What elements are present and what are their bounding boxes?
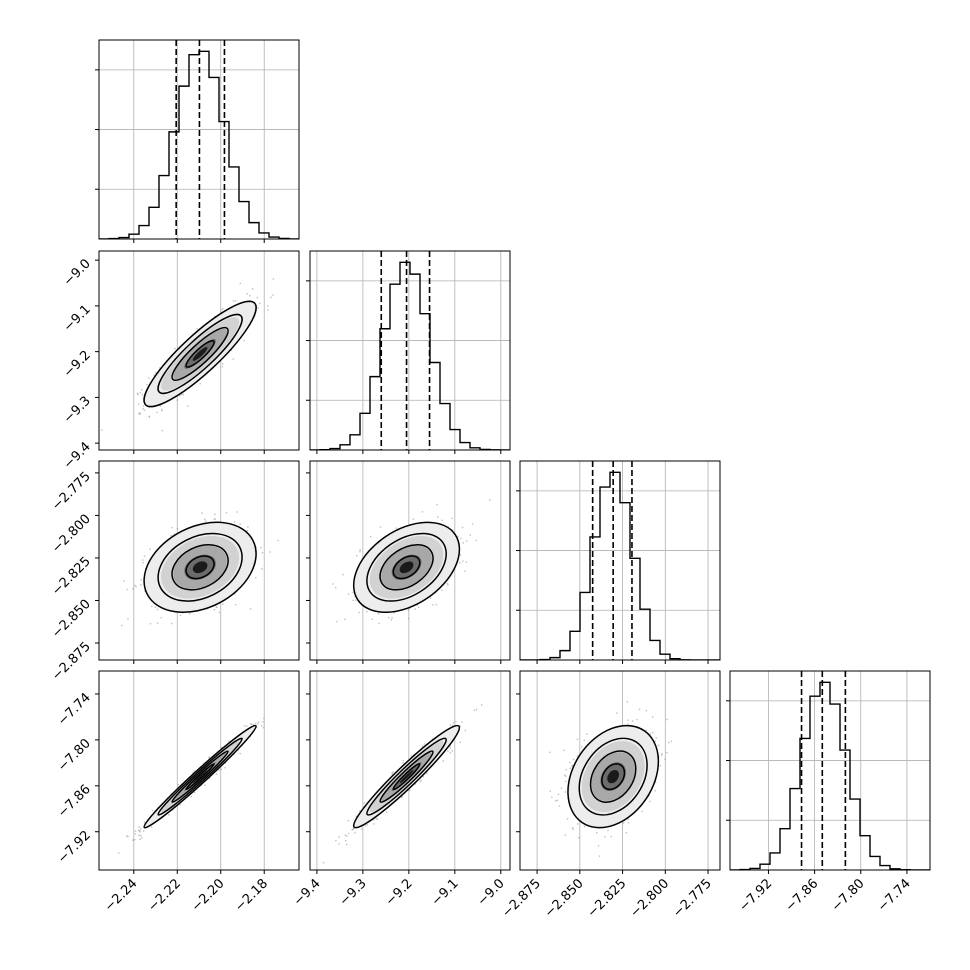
panel-frame-2-1 xyxy=(309,460,511,661)
ytick-label-2-3: −2.800 xyxy=(49,512,94,557)
xtick-label-1-2: −9.2 xyxy=(383,876,416,909)
contour-2-0-1 xyxy=(171,544,229,591)
density-2-1 xyxy=(353,522,460,613)
panel-2-0: −2.875−2.850−2.825−2.800−2.775 xyxy=(49,460,300,684)
contour-2-0-0 xyxy=(185,555,215,580)
xtick-label-1-0: −9.4 xyxy=(291,876,324,909)
contour-2-1-3 xyxy=(352,521,461,614)
density-3-2 xyxy=(567,725,659,828)
contour-3-2-2 xyxy=(578,737,648,816)
ytick-label-2-2: −2.825 xyxy=(49,554,94,599)
xtick-label-2-1: −2.850 xyxy=(542,876,587,921)
contour-2-1-2 xyxy=(366,532,447,602)
contour-1-0-3 xyxy=(143,300,257,408)
ytick-label-2-0: −2.875 xyxy=(49,639,94,684)
density-level-1-0-4 xyxy=(192,347,208,361)
panel-1-1 xyxy=(306,250,511,454)
contour-1-0-1 xyxy=(171,326,229,381)
xtick-label-0-3: −2.18 xyxy=(232,876,271,915)
panel-frame-0-0 xyxy=(98,39,300,240)
xtick-label-3-0: −7.92 xyxy=(737,876,776,915)
xtick-label-3-1: −7.86 xyxy=(783,876,822,915)
xtick-label-1-4: −9.0 xyxy=(475,876,508,909)
contour-2-0-2 xyxy=(157,532,243,602)
contour-3-2-3 xyxy=(567,724,660,829)
density-level-3-2-4 xyxy=(607,769,620,784)
panel-frame-3-1 xyxy=(309,670,511,871)
xtick-label-3-2: −7.80 xyxy=(829,876,868,915)
panel-2-1 xyxy=(306,460,511,664)
xtick-label-3-3: −7.74 xyxy=(875,876,914,915)
density-3-0 xyxy=(144,725,257,828)
xtick-label-2-3: −2.800 xyxy=(628,876,673,921)
xtick-label-0-2: −2.20 xyxy=(189,876,228,915)
xtick-label-2-4: −2.775 xyxy=(670,876,715,921)
xtick-label-0-1: −2.22 xyxy=(145,876,184,915)
panel-1-0: −9.4 −9.3 −9.2 −9.1 −9.0 xyxy=(61,250,300,472)
panel-frame-3-0 xyxy=(98,670,300,871)
contour-1-0-2 xyxy=(157,313,243,395)
panel-3-1: −9.4 −9.3 −9.2 −9.1 −9.0 xyxy=(291,670,511,909)
histogram-3 xyxy=(730,681,930,870)
contour-2-1-0 xyxy=(392,555,421,580)
xtick-label-1-3: −9.1 xyxy=(429,876,462,909)
panel-frame-3-3 xyxy=(729,670,931,871)
histogram-1 xyxy=(310,261,510,450)
contour-3-1-0 xyxy=(392,763,421,791)
density-level-3-1-4 xyxy=(399,769,414,784)
contour-2-1-1 xyxy=(379,544,434,591)
panel-0-0 xyxy=(95,39,300,243)
ytick-label-1-0: −9.4 xyxy=(61,439,94,472)
contour-3-2-1 xyxy=(589,750,637,803)
density-level-3-0-4 xyxy=(192,769,208,784)
panel-frame-2-2 xyxy=(519,460,721,661)
density-2-0 xyxy=(144,522,257,613)
contour-3-0-2 xyxy=(157,737,243,816)
xtick-label-2-0: −2.875 xyxy=(499,876,544,921)
ytick-label-1-4: −9.0 xyxy=(61,256,94,289)
ytick-label-3-0: −7.92 xyxy=(55,828,94,867)
xtick-label-2-2: −2.825 xyxy=(585,876,630,921)
ytick-label-2-1: −2.850 xyxy=(49,597,94,642)
panel-frame-2-0 xyxy=(98,460,300,661)
panel-3-2: −2.875−2.850−2.825−2.800−2.775 xyxy=(499,670,721,921)
density-3-1 xyxy=(353,725,460,828)
histogram-2 xyxy=(520,471,720,660)
panel-frame-1-1 xyxy=(309,250,511,451)
contour-3-1-2 xyxy=(366,737,447,816)
ytick-label-3-2: −7.80 xyxy=(55,736,94,775)
contour-3-0-3 xyxy=(143,724,257,829)
panel-2-2 xyxy=(516,460,721,664)
ytick-label-1-3: −9.1 xyxy=(61,302,94,335)
density-level-2-0-4 xyxy=(192,561,208,574)
ytick-label-3-3: −7.74 xyxy=(55,690,94,729)
ytick-label-3-1: −7.86 xyxy=(55,782,94,821)
density-level-2-1-4 xyxy=(399,561,414,574)
contour-3-1-3 xyxy=(352,724,461,829)
panel-3-3: −7.92 −7.86 −7.80 −7.74 xyxy=(726,670,931,915)
contour-3-0-0 xyxy=(185,763,215,791)
contour-2-0-3 xyxy=(143,521,257,614)
contour-1-0-0 xyxy=(185,340,215,368)
panel-3-0: −7.92 −7.86 −7.80 −7.74 −2.24 −2.22 −2.20 −2.18 xyxy=(55,670,300,915)
xtick-label-0-0: −2.24 xyxy=(102,876,141,915)
panel-frame-3-2 xyxy=(519,670,721,871)
contour-3-0-1 xyxy=(171,750,229,803)
ytick-label-2-4: −2.775 xyxy=(49,469,94,514)
ytick-label-1-2: −9.2 xyxy=(61,348,94,381)
contour-3-2-0 xyxy=(601,763,626,791)
contour-3-1-1 xyxy=(379,750,434,803)
panel-frame-1-0 xyxy=(98,250,300,451)
xtick-label-1-1: −9.3 xyxy=(337,876,370,909)
density-1-0 xyxy=(144,301,257,407)
ytick-label-1-1: −9.3 xyxy=(61,394,94,427)
